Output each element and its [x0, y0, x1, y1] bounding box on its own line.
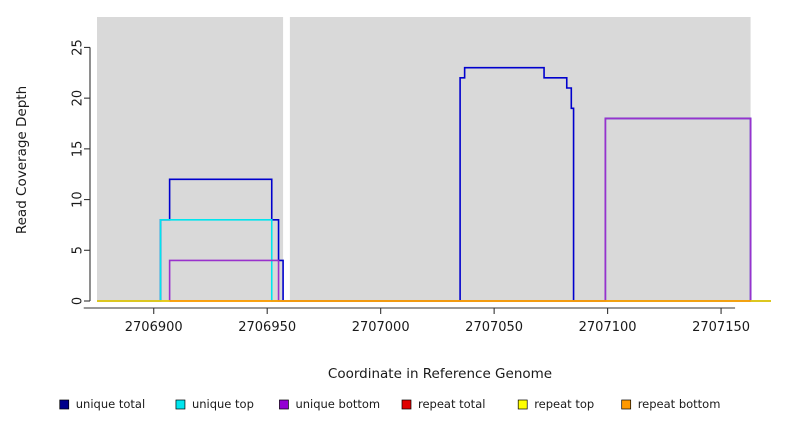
y-axis: 0 5 10 15 20 25	[71, 39, 91, 305]
shaded-region-group	[97, 17, 751, 301]
y-tick-label-1: 5	[71, 246, 86, 254]
series-group	[97, 66, 771, 302]
x-tick-label-4: 2707100	[579, 320, 637, 335]
shaded-region-1	[289, 17, 751, 301]
legend-label-repeat-bottom: repeat bottom	[638, 397, 721, 411]
legend-swatch-repeat-bottom	[621, 399, 632, 410]
y-tick-label-2: 10	[71, 191, 86, 208]
y-tick-label-3: 15	[71, 141, 86, 158]
y-tick-label-0: 0	[71, 297, 86, 305]
y-axis-title: Read Coverage Depth	[14, 86, 30, 234]
legend-swatch-unique-bottom	[279, 399, 289, 410]
legend-label-unique-total: unique total	[76, 397, 145, 411]
x-axis: 2706900 2706950 2707000 2707050 2707100 27071…	[83, 307, 750, 335]
legend-label-repeat-top: repeat top	[534, 397, 594, 411]
legend-swatch-unique-total	[59, 399, 70, 410]
legend-swatch-repeat-top	[517, 399, 528, 410]
shaded-region-0	[97, 17, 284, 301]
chart-legend: unique total unique top unique bottom repea…	[59, 397, 721, 411]
legend-swatch-unique-top	[175, 399, 186, 410]
legend-label-repeat-total: repeat total	[418, 397, 485, 411]
x-tick-label-1: 2706950	[238, 320, 296, 335]
x-tick-label-5: 2707150	[692, 320, 750, 335]
x-tick-label-2: 2707000	[352, 320, 410, 335]
x-axis-title: Coordinate in Reference Genome	[328, 366, 552, 382]
legend-label-unique-bottom: unique bottom	[295, 397, 380, 411]
x-tick-label-0: 2706900	[125, 320, 183, 335]
y-tick-label-4: 20	[71, 90, 86, 107]
x-tick-label-3: 2707050	[465, 320, 523, 335]
legend-swatch-repeat-total	[401, 399, 412, 410]
y-tick-label-5: 25	[71, 39, 86, 56]
legend-label-unique-top: unique top	[192, 397, 254, 411]
